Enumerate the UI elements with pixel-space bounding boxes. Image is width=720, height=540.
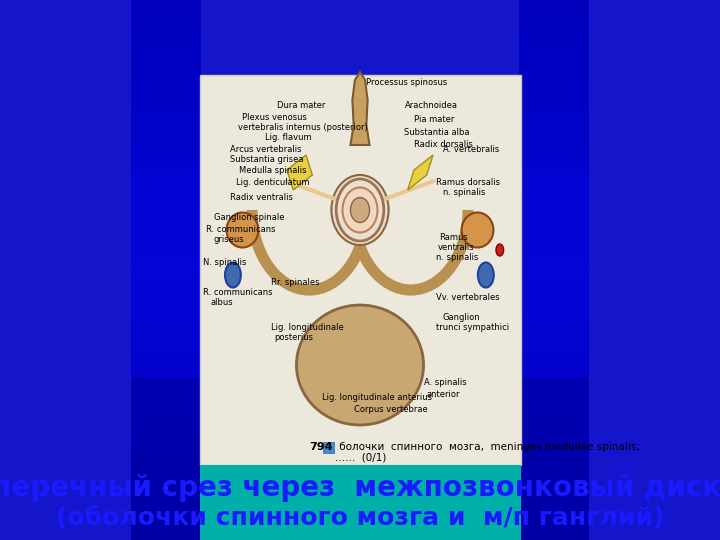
Text: Lig. flavum: Lig. flavum (265, 133, 311, 142)
Bar (200, 75, 521, 465)
Text: болочки  спинного  мозга,  meninges medullae spinalis;: болочки спинного мозга, meninges medulla… (336, 442, 640, 452)
Text: Rr. spinales: Rr. spinales (271, 278, 320, 287)
Ellipse shape (462, 213, 493, 247)
Ellipse shape (496, 244, 503, 256)
Ellipse shape (225, 262, 241, 287)
Ellipse shape (331, 175, 389, 245)
Text: R. communicans: R. communicans (203, 288, 273, 297)
Text: ventralis: ventralis (438, 243, 474, 252)
Text: Processus spinosus: Processus spinosus (366, 78, 448, 87)
Text: Vv. vertebrales: Vv. vertebrales (436, 293, 500, 302)
Text: Arcus vertebralis: Arcus vertebralis (230, 145, 301, 154)
Text: Dura mater: Dura mater (277, 101, 325, 110)
Text: Ganglion spinale: Ganglion spinale (214, 213, 284, 222)
Text: Radix ventralis: Radix ventralis (230, 193, 292, 202)
Polygon shape (287, 155, 312, 190)
Text: Pia mater: Pia mater (414, 115, 454, 124)
Text: Lig. longitudinale: Lig. longitudinale (271, 323, 343, 332)
Text: Lig. denticulatum: Lig. denticulatum (236, 178, 310, 187)
Text: (оболочки спинного мозга и  м/п ганглий): (оболочки спинного мозга и м/п ганглий) (56, 506, 664, 530)
Text: ......  (0/1): ...... (0/1) (335, 452, 386, 462)
Text: Ganglion: Ganglion (443, 313, 480, 322)
Text: Arachnoidea: Arachnoidea (405, 101, 457, 110)
Ellipse shape (227, 213, 258, 247)
Text: Plexus venosus: Plexus venosus (243, 113, 307, 122)
FancyArrowPatch shape (287, 181, 335, 199)
Ellipse shape (297, 305, 423, 425)
Polygon shape (351, 72, 369, 145)
Polygon shape (408, 155, 433, 190)
Text: N. spinalis: N. spinalis (203, 258, 246, 267)
Text: posterius: posterius (274, 333, 313, 342)
Text: Corpus vertebrae: Corpus vertebrae (354, 405, 428, 414)
Text: R. communicans: R. communicans (206, 225, 276, 234)
Ellipse shape (478, 262, 494, 287)
Text: n. spinalis: n. spinalis (443, 188, 485, 197)
Text: n. spinalis: n. spinalis (436, 253, 479, 262)
Ellipse shape (343, 187, 377, 233)
Bar (200, 75, 521, 465)
Text: A. spinalis: A. spinalis (423, 378, 466, 387)
Text: Поперечный срез через  межпозвонковый диск С5: Поперечный срез через межпозвонковый дис… (0, 474, 720, 502)
Text: Substantia grisea: Substantia grisea (230, 155, 303, 164)
Text: Lig. longitudinale anterius: Lig. longitudinale anterius (322, 393, 432, 402)
Text: anterior: anterior (427, 390, 460, 399)
Text: Substantia alba: Substantia alba (405, 128, 470, 137)
Text: trunci sympathici: trunci sympathici (436, 323, 509, 332)
Bar (200, 465, 521, 540)
Text: Radix dorsalis: Radix dorsalis (414, 140, 473, 149)
Text: 794: 794 (309, 442, 333, 452)
Text: vertebralis internus (posterior): vertebralis internus (posterior) (238, 123, 368, 132)
FancyArrowPatch shape (385, 181, 433, 199)
Text: Ramus dorsalis: Ramus dorsalis (436, 178, 500, 187)
Text: A. vertebralis: A. vertebralis (443, 145, 499, 154)
Text: griseus: griseus (214, 235, 245, 244)
Text: Ramus: Ramus (439, 233, 468, 242)
Ellipse shape (351, 198, 369, 222)
Text: albus: albus (211, 298, 233, 307)
Bar (323, 442, 335, 454)
Text: Medulla spinalis: Medulla spinalis (239, 166, 307, 175)
